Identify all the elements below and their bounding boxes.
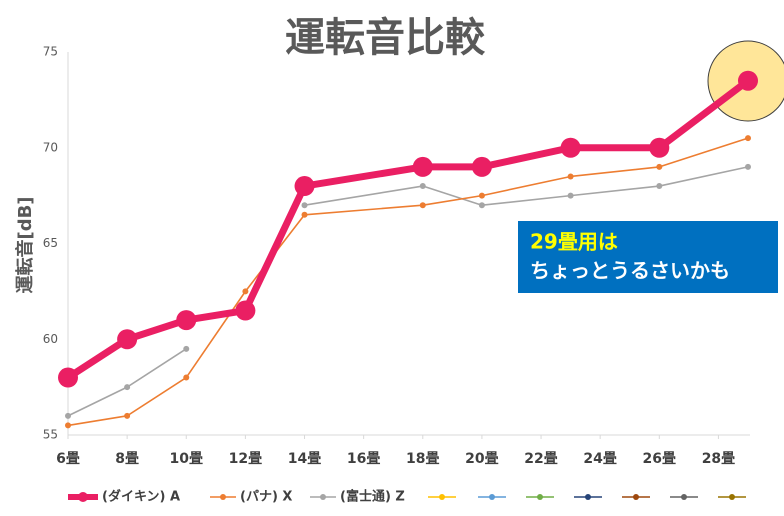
annotation: 29畳用は bbox=[530, 230, 618, 254]
legend-marker bbox=[526, 494, 554, 500]
y-tick-label: 60 bbox=[43, 332, 58, 346]
chart-title: 運転音比較 bbox=[285, 15, 486, 61]
x-tick-label: 14畳 bbox=[288, 451, 321, 467]
legend-marker bbox=[220, 494, 226, 500]
legend-marker bbox=[718, 494, 746, 500]
point bbox=[235, 300, 256, 321]
x-tick-label: 12畳 bbox=[229, 451, 262, 467]
y-axis-label: 運転音[dB] bbox=[14, 196, 36, 293]
point bbox=[656, 163, 663, 170]
annotation-box bbox=[518, 221, 778, 293]
x-tick-label: 6畳 bbox=[56, 451, 80, 467]
legend-marker bbox=[670, 494, 698, 500]
legend-marker bbox=[78, 492, 88, 502]
point bbox=[478, 202, 485, 209]
y-tick-label: 65 bbox=[43, 236, 58, 250]
series bbox=[58, 70, 758, 388]
y-tick-label: 70 bbox=[43, 140, 58, 154]
point bbox=[301, 202, 308, 209]
point bbox=[176, 310, 197, 331]
point bbox=[745, 163, 751, 170]
point bbox=[738, 70, 758, 91]
point bbox=[65, 412, 71, 419]
point bbox=[124, 412, 131, 419]
point bbox=[419, 202, 426, 209]
series bbox=[65, 135, 751, 429]
y-tick-label: 75 bbox=[43, 45, 58, 59]
point bbox=[183, 374, 190, 381]
y-tick-label: 55 bbox=[43, 428, 58, 442]
point bbox=[649, 137, 670, 158]
x-tick-label: 24畳 bbox=[583, 451, 616, 467]
point bbox=[471, 156, 492, 177]
point bbox=[478, 192, 485, 199]
x-tick-label: 20畳 bbox=[465, 451, 498, 467]
point bbox=[745, 135, 751, 142]
point bbox=[567, 173, 574, 180]
x-tick-label: 8畳 bbox=[115, 451, 139, 467]
legend-extra bbox=[428, 494, 746, 500]
point bbox=[294, 176, 315, 197]
x-tick-label: 18畳 bbox=[406, 451, 439, 467]
point bbox=[242, 288, 249, 295]
legend-marker bbox=[478, 494, 506, 500]
point bbox=[124, 384, 131, 391]
line bbox=[66, 77, 751, 381]
legend-marker bbox=[622, 494, 650, 500]
point bbox=[301, 211, 308, 218]
series bbox=[65, 163, 751, 419]
point bbox=[656, 183, 663, 190]
point bbox=[58, 367, 78, 388]
point bbox=[560, 137, 581, 158]
legend-label: (富士通) Z bbox=[340, 489, 405, 505]
x-tick-label: 26畳 bbox=[643, 451, 676, 467]
x-tick-label: 22畳 bbox=[524, 451, 557, 467]
point bbox=[419, 183, 426, 190]
point bbox=[117, 329, 138, 350]
legend-marker bbox=[428, 494, 456, 500]
legend-marker bbox=[320, 494, 326, 500]
point bbox=[183, 345, 190, 352]
line bbox=[67, 137, 749, 427]
point bbox=[412, 156, 433, 177]
legend-marker bbox=[574, 494, 602, 500]
x-tick-label: 10畳 bbox=[170, 451, 203, 467]
point bbox=[65, 422, 71, 429]
line bbox=[304, 166, 749, 206]
x-tick-label: 28畳 bbox=[702, 451, 735, 467]
legend-label: (パナ) X bbox=[240, 490, 292, 505]
legend-label: (ダイキン) A bbox=[102, 489, 180, 505]
point bbox=[567, 192, 574, 199]
x-tick-label: 16畳 bbox=[347, 451, 380, 467]
annotation: ちょっとうるさいかも bbox=[530, 259, 730, 283]
